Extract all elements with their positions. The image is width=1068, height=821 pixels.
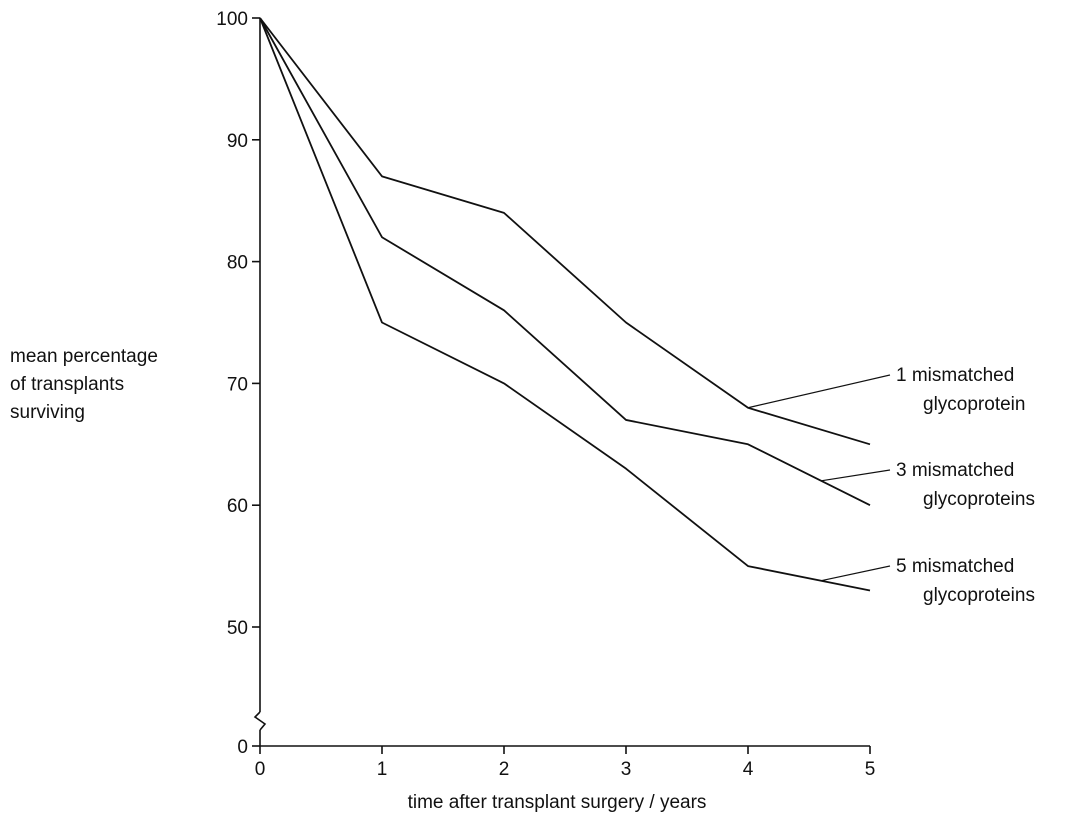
series-labels: 1 mismatched glycoprotein 3 mismatched glyc… bbox=[747, 365, 1035, 606]
y-axis-label-line: of transplants bbox=[10, 374, 124, 395]
x-tick-label: 5 bbox=[865, 759, 876, 780]
series-line-2 bbox=[259, 17, 871, 507]
series-line-1 bbox=[259, 17, 871, 446]
axes bbox=[253, 18, 870, 747]
series-label: 5 mismatched bbox=[896, 556, 1014, 577]
x-tick-label: 1 bbox=[377, 759, 388, 780]
series-line-3 bbox=[259, 17, 871, 592]
y-axis-break bbox=[253, 711, 267, 731]
y-tick-label: 70 bbox=[227, 374, 248, 395]
series-label: 3 mismatched bbox=[896, 460, 1014, 481]
x-axis-label: time after transplant surgery / years bbox=[408, 792, 707, 813]
x-tick-label: 2 bbox=[499, 759, 510, 780]
series-label-line2: glycoproteins bbox=[923, 585, 1035, 606]
y-tick-label: 60 bbox=[227, 496, 248, 517]
y-tick-label: 50 bbox=[227, 618, 248, 639]
x-tick-label: 4 bbox=[743, 759, 754, 780]
y-tick-label: 0 bbox=[237, 737, 248, 758]
y-axis-label-line: surviving bbox=[10, 402, 85, 423]
series-label-line2: glycoproteins bbox=[923, 489, 1035, 510]
series-lines bbox=[259, 17, 871, 592]
y-tick-label: 90 bbox=[227, 131, 248, 152]
y-axis-label-line: mean percentage bbox=[10, 346, 158, 367]
x-tick-label: 3 bbox=[621, 759, 632, 780]
y-axis-label: mean percentage of transplants surviving bbox=[10, 346, 158, 423]
y-tick-label: 80 bbox=[227, 253, 248, 274]
series-label-line2: glycoprotein bbox=[923, 394, 1025, 415]
y-tick-label: 100 bbox=[216, 9, 248, 30]
x-tick-label: 0 bbox=[255, 759, 266, 780]
label-leader-line bbox=[821, 469, 891, 482]
label-leader-line bbox=[821, 565, 891, 582]
series-label: 1 mismatched bbox=[896, 365, 1014, 386]
label-leader-line bbox=[747, 374, 891, 409]
